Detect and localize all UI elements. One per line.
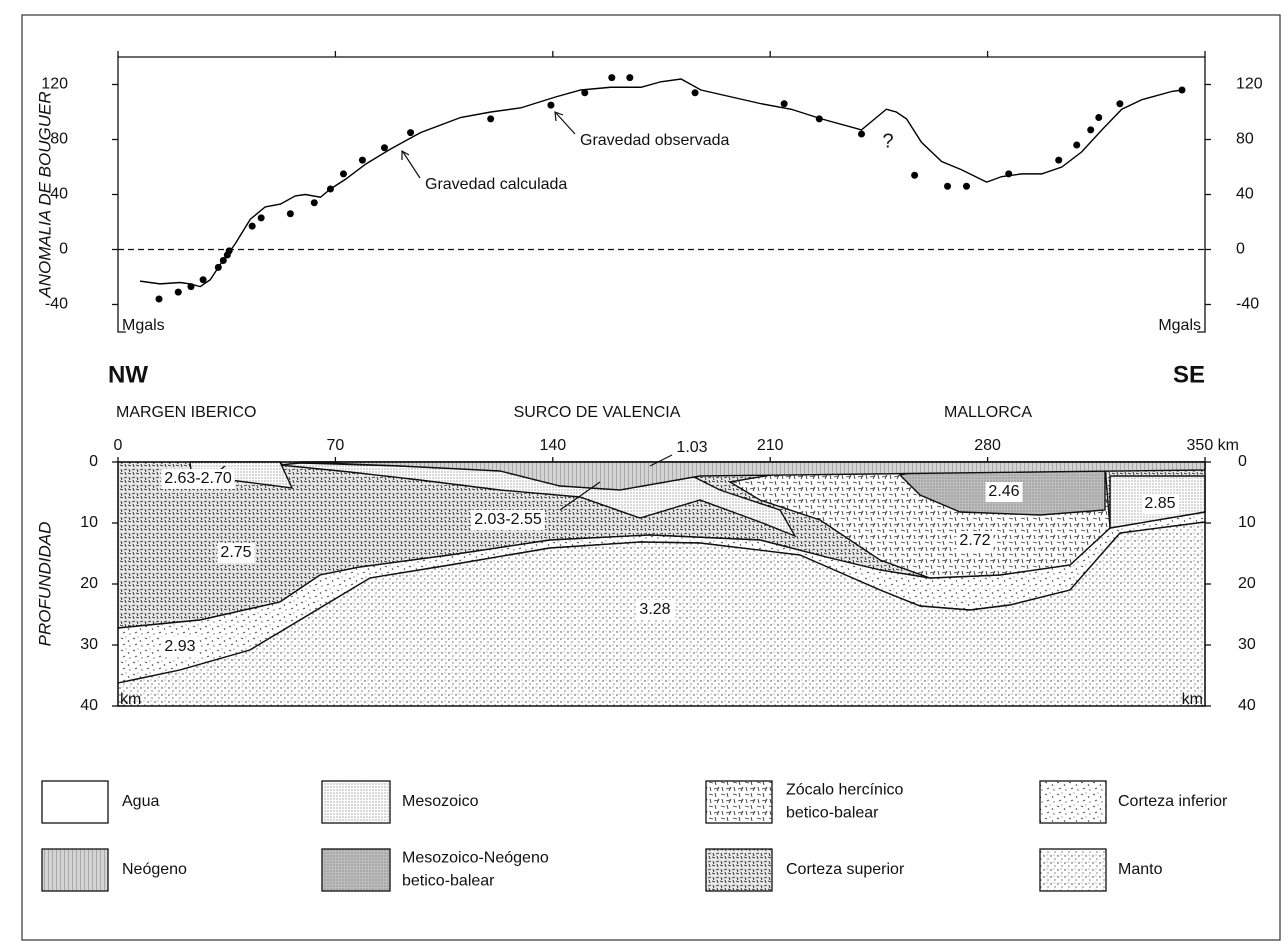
observed-point — [963, 183, 970, 190]
depth-tick-label: 10 — [80, 514, 98, 531]
density-label: 3.28 — [639, 601, 670, 618]
density-label: 2.03-2.55 — [474, 511, 542, 528]
y-tick-label: 120 — [1236, 76, 1263, 93]
arrows — [210, 112, 672, 510]
observed-point — [381, 144, 388, 151]
units: Mgals — [122, 317, 165, 334]
observed-point — [359, 157, 366, 164]
observed-point — [547, 102, 554, 109]
region-label: MALLORCA — [944, 404, 1032, 421]
legend-label: Corteza superior — [786, 861, 905, 878]
observed-point — [608, 74, 615, 81]
direction: SE — [1173, 361, 1205, 388]
observed-point — [1055, 157, 1062, 164]
depth-tick-label: 0 — [89, 453, 98, 470]
density-label: 1.03 — [676, 439, 707, 456]
units: Mgals — [1158, 317, 1201, 334]
observed-point — [858, 131, 865, 138]
legend-label: betico-balear — [402, 873, 495, 890]
x-tick-label: 280 — [974, 437, 1001, 454]
observed-point — [175, 289, 182, 296]
region-label: MARGEN IBERICO — [116, 404, 256, 421]
observed-point — [311, 199, 318, 206]
y-tick-label: -40 — [1236, 296, 1259, 313]
x-tick-label: 210 — [757, 437, 784, 454]
y-tick-label: 80 — [1236, 131, 1254, 148]
density-label: 2.72 — [959, 532, 990, 549]
depth-tick-label: 30 — [80, 636, 98, 653]
observed-point — [287, 210, 294, 217]
cross-section — [118, 462, 1205, 706]
density-label: 2.63-2.70 — [164, 470, 232, 487]
legend-label: Neógeno — [122, 861, 187, 878]
figure: -40-400040408080120120ANOMALIA DE BOUGUE… — [0, 0, 1288, 945]
depth-tick-label: 40 — [1238, 697, 1256, 714]
region-label: SURCO DE VALENCIA — [514, 404, 681, 421]
observed-point — [407, 129, 414, 136]
depth-tick-label: 40 — [80, 697, 98, 714]
axis-frame — [118, 57, 1205, 332]
legend-label: Zócalo hercínico — [786, 782, 903, 799]
density-label: 2.85 — [1144, 495, 1175, 512]
depth-tick-label: 30 — [1238, 636, 1256, 653]
calculated-line — [140, 79, 1182, 287]
legend-swatches — [42, 781, 1106, 891]
observed-point — [626, 74, 633, 81]
y-tick-label: 0 — [1236, 241, 1245, 258]
observed-point — [944, 183, 951, 190]
legend-label: Agua — [122, 793, 159, 810]
observed-point — [692, 89, 699, 96]
series-label: Gravedad calculada — [425, 176, 567, 193]
units: km — [120, 691, 141, 708]
legend-label: betico-balear — [786, 805, 879, 822]
depth-tick-label: 10 — [1238, 514, 1256, 531]
y-tick-label: 0 — [59, 241, 68, 258]
x-tick-label: 70 — [327, 437, 345, 454]
legend-label: Mesozoico — [402, 793, 479, 810]
observed-point — [1095, 114, 1102, 121]
observed-point — [155, 296, 162, 303]
observed-point — [781, 100, 788, 107]
depth-tick-label: 0 — [1238, 453, 1247, 470]
density-label: 2.46 — [988, 483, 1019, 500]
observed-point — [249, 223, 256, 230]
y-tick-label: 120 — [41, 76, 68, 93]
depth-tick-label: 20 — [80, 575, 98, 592]
annotation: ? — [882, 130, 893, 152]
direction: NW — [108, 361, 148, 388]
x-tick-label: 0 — [114, 437, 123, 454]
observed-point — [487, 115, 494, 122]
observed-point — [1087, 126, 1094, 133]
x-tick-label: 140 — [539, 437, 566, 454]
y-axis-title: ANOMALIA DE BOUGUER — [35, 91, 54, 298]
density-label: 2.93 — [164, 638, 195, 655]
observed-point — [258, 214, 265, 221]
series-label: Gravedad observada — [580, 132, 730, 149]
observed-point — [1073, 142, 1080, 149]
units: km — [1182, 691, 1203, 708]
page: -40-400040408080120120ANOMALIA DE BOUGUE… — [0, 0, 1288, 945]
legend-label: Manto — [1118, 861, 1163, 878]
observed-point — [340, 170, 347, 177]
depth-axis-title: PROFUNDIDAD — [35, 522, 54, 647]
legend-label: Mesozoico-Neógeno — [402, 850, 549, 867]
density-label: 2.75 — [220, 544, 251, 561]
observed-point — [911, 172, 918, 179]
depth-tick-label: 20 — [1238, 575, 1256, 592]
observed-point — [1116, 100, 1123, 107]
y-tick-label: 40 — [1236, 186, 1254, 203]
x-tick-label: 350 km — [1187, 437, 1239, 454]
legend-label: Corteza inferior — [1118, 793, 1228, 810]
